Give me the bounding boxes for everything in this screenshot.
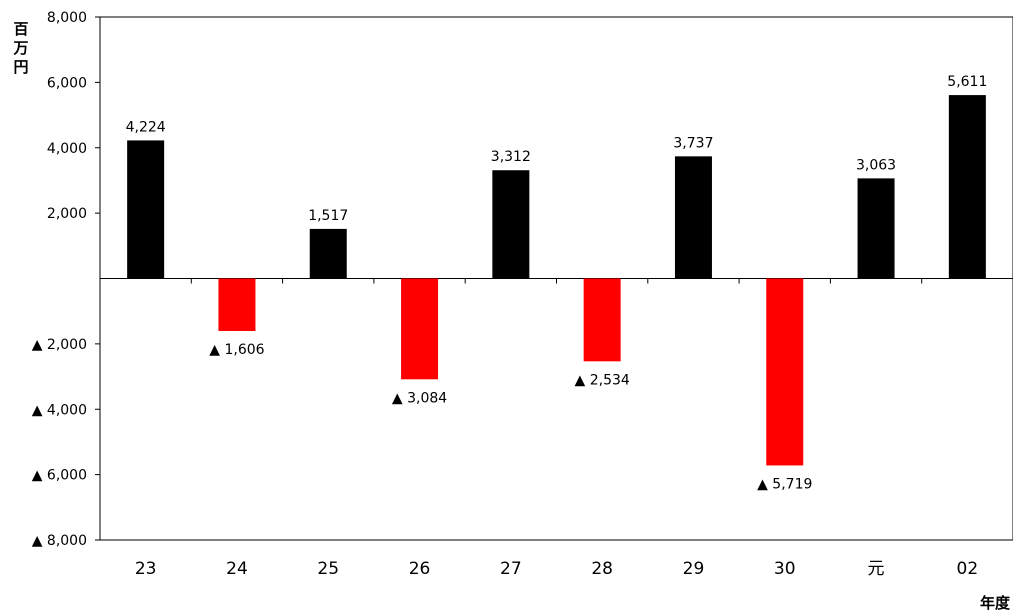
data-label: 1,517 <box>308 208 348 224</box>
y-tick-label: 4,000 <box>47 141 87 157</box>
x-tick-label: 24 <box>226 559 248 579</box>
y-axis-unit-label: 百万円 <box>13 20 29 77</box>
data-label: 5,611 <box>947 74 987 90</box>
bar <box>948 95 986 279</box>
bar <box>766 278 804 466</box>
bar <box>583 278 621 362</box>
x-tick-label: 25 <box>317 559 339 579</box>
x-tick-label: 26 <box>409 559 431 579</box>
bar <box>492 170 530 279</box>
data-label: ▲ 1,606 <box>209 342 264 358</box>
y-axis-unit-char: 円 <box>13 58 29 76</box>
bar <box>218 278 256 331</box>
bar <box>857 178 895 279</box>
bar <box>401 278 439 380</box>
bar <box>674 156 712 279</box>
data-label: ▲ 2,534 <box>575 372 630 388</box>
x-tick-label: 02 <box>957 559 979 579</box>
y-tick-label: ▲ 4,000 <box>32 402 87 418</box>
bar <box>309 228 347 279</box>
y-tick-label: 8,000 <box>47 10 87 26</box>
x-tick-label: 27 <box>500 559 522 579</box>
y-tick-label: ▲ 6,000 <box>32 468 87 484</box>
x-tick-label: 30 <box>774 559 796 579</box>
y-tick-label: 6,000 <box>47 75 87 91</box>
data-label: ▲ 5,719 <box>757 476 812 492</box>
x-tick-label: 28 <box>591 559 613 579</box>
data-label: ▲ 3,084 <box>392 390 447 406</box>
y-tick-label: ▲ 2,000 <box>32 337 87 353</box>
x-tick-label: 元 <box>868 559 885 579</box>
data-label: 4,224 <box>126 119 166 135</box>
x-tick-label: 23 <box>135 559 157 579</box>
y-axis-unit-char: 万 <box>13 39 29 57</box>
x-tick-label: 29 <box>683 559 705 579</box>
data-label: 3,312 <box>491 149 531 165</box>
y-axis-unit-text: 百万円 <box>13 20 29 77</box>
y-tick-label: 2,000 <box>47 206 87 222</box>
x-axis-title: 年度 <box>980 594 1011 612</box>
bar <box>127 140 165 279</box>
y-tick-label: ▲ 8,000 <box>32 533 87 549</box>
data-label: 3,063 <box>856 157 896 173</box>
data-label: 3,737 <box>673 135 713 151</box>
y-axis-unit-char: 百 <box>13 20 29 38</box>
